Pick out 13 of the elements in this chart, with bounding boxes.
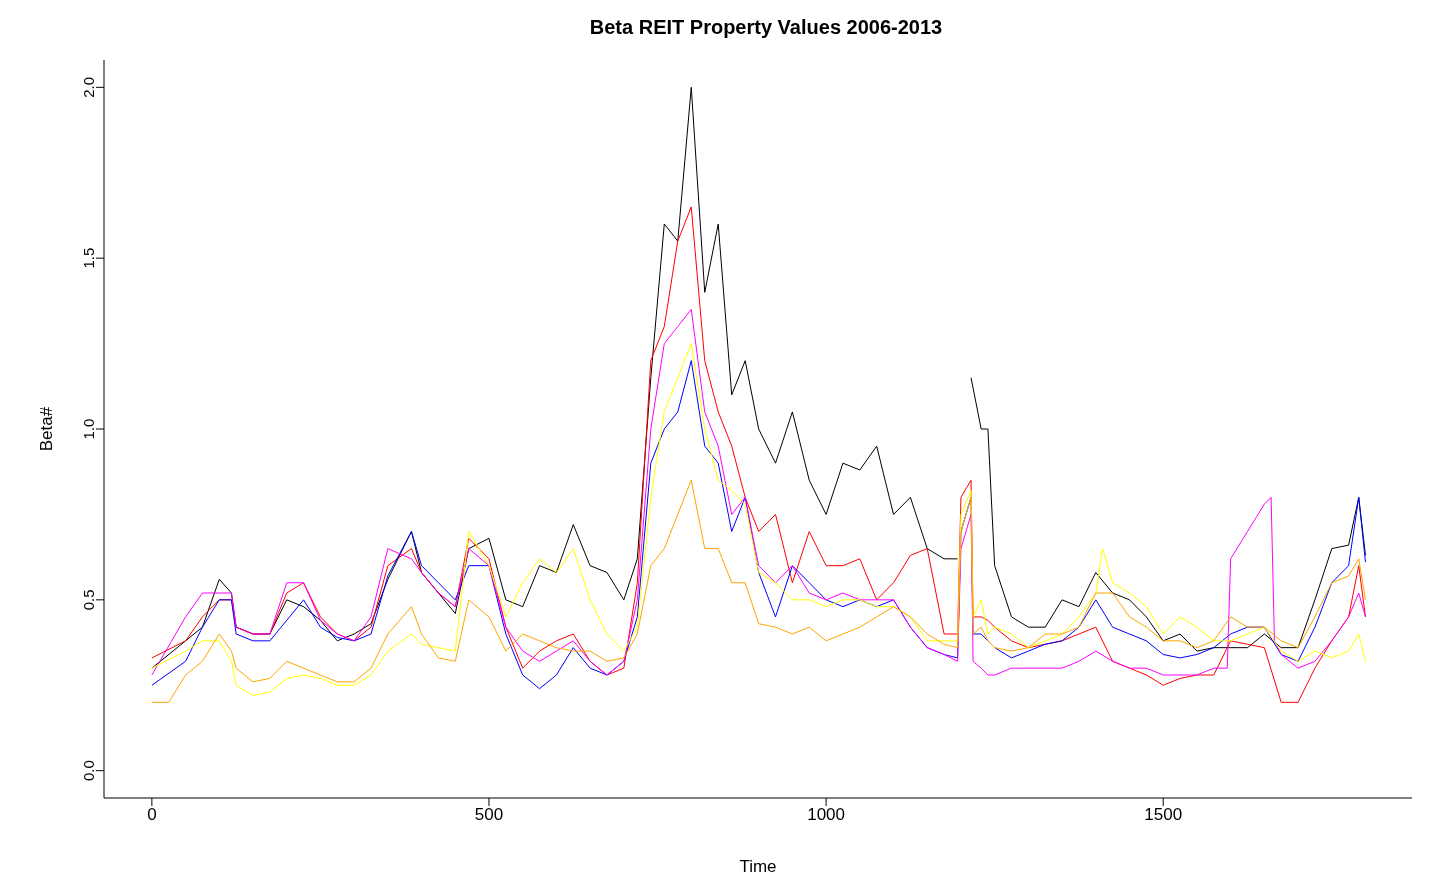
x-tick-label: 1000 [807, 805, 846, 825]
chart-title: Beta REIT Property Values 2006-2013 [588, 16, 944, 39]
line-series [151, 479, 1366, 703]
x-tick-label: 1500 [1144, 805, 1183, 825]
y-tick-label: 0.5 [80, 589, 97, 611]
y-tick-label: 2.0 [80, 76, 97, 98]
y-tick-label: 1.0 [80, 418, 97, 440]
x-tick-label: 0 [147, 805, 157, 825]
y-tick-label: 0.0 [80, 760, 97, 782]
x-axis-title: Time [739, 857, 777, 876]
y-axis-title: Beta# [37, 406, 57, 452]
y-tick-label: 1.5 [80, 247, 97, 269]
x-tick-label: 500 [474, 805, 504, 825]
